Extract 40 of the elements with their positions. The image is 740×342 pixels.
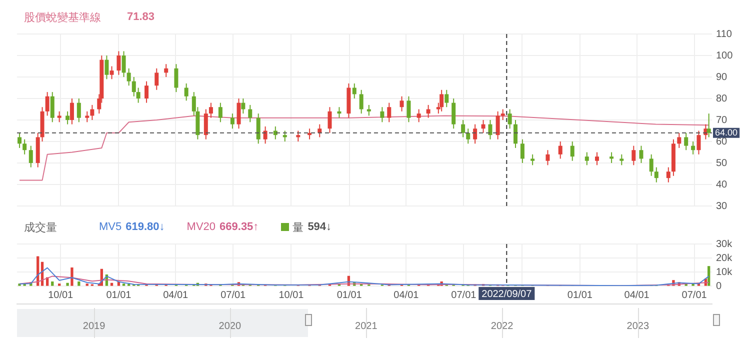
y-tick-label: 80 (716, 93, 728, 104)
y-tick-label: 30k (716, 238, 734, 250)
x-tick-label: 04/01 (624, 290, 650, 301)
x-tick-label: 10/01 (48, 290, 74, 301)
text: 594↓ (308, 221, 332, 233)
text: MV5 (99, 221, 122, 233)
ref-line-label: 64.00 (715, 127, 738, 138)
y-tick-label: 100 (716, 50, 734, 62)
x-tick-label: 07/01 (451, 290, 477, 301)
y-tick-label: 10k (716, 266, 734, 278)
x-tick-label: 10/01 (278, 290, 304, 301)
y-tick-label: 110 (716, 28, 732, 40)
text: 619.80↓ (126, 221, 165, 233)
y-tick-label: 70 (716, 114, 728, 126)
x-tick-label: 01/01 (336, 290, 362, 301)
x2-tick-label: 2021 (355, 320, 378, 332)
x2-tick-label: 2022 (490, 320, 514, 332)
y-tick-label: 0 (716, 280, 722, 292)
legend-label: 量 (292, 220, 304, 234)
x-tick-label: 07/01 (220, 290, 246, 301)
y-tick-label: 50 (716, 158, 728, 169)
y-tick-label: 40 (716, 179, 728, 190)
y-tick-label: 90 (716, 72, 728, 83)
text: 669.35↑ (220, 221, 259, 233)
ref-line-label: 2022/09/07 (482, 288, 532, 300)
x-tick-label: 04/01 (394, 290, 420, 301)
text: MV20 (186, 221, 216, 233)
x-tick-label: 07/01 (682, 290, 708, 301)
x-tick-label: 01/01 (106, 290, 132, 301)
x2-tick-label: 2019 (82, 320, 106, 332)
text: 股價蛻變基準線 (24, 10, 101, 24)
y-tick-label: 20k (716, 252, 734, 264)
y-tick-label: 30 (716, 200, 728, 212)
text: 71.83 (127, 11, 155, 23)
y-tick-label: 60 (716, 136, 728, 148)
chart-title: 成交量 (24, 220, 57, 234)
x-tick-label: 04/01 (163, 290, 189, 301)
x2-tick-label: 2023 (626, 320, 650, 332)
x-tick-label: 01/01 (567, 290, 593, 301)
x2-tick-label: 2020 (218, 320, 242, 332)
